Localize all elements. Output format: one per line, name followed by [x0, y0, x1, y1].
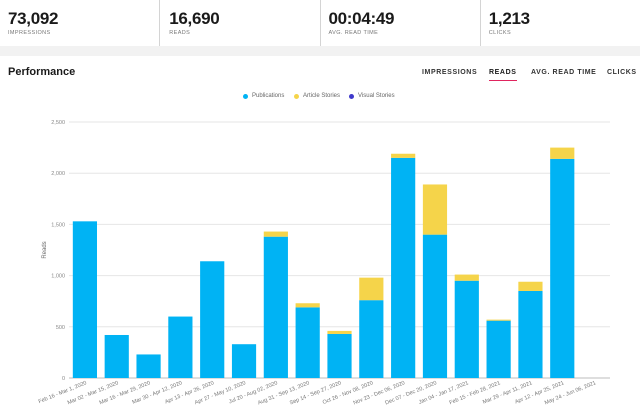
bar-publications [295, 307, 320, 378]
bar-publications [359, 300, 384, 378]
stat-impressions-value: 73,092 [8, 9, 59, 28]
bar-publications [518, 290, 543, 378]
y-tick-label: 1,000 [51, 274, 65, 280]
y-tick-label: 500 [56, 325, 65, 331]
bar-article-stories [295, 303, 320, 308]
bar-publications [391, 157, 416, 378]
tab-impressions[interactable]: IMPRESSIONS [422, 69, 478, 76]
bar-publications [168, 316, 193, 378]
legend-publications[interactable]: Publications [243, 93, 284, 99]
legend-visual-stories[interactable]: Visual Stories [349, 93, 395, 99]
legend-label-article-stories: Article Stories [303, 93, 341, 99]
stat-reads: 16,690 Reads [159, 0, 319, 46]
bar-publications [72, 221, 98, 378]
bar-article-stories [486, 319, 511, 321]
bar-publications [136, 354, 161, 378]
stat-impressions: 73,092 Impressions [0, 0, 159, 46]
bar-article-stories [454, 274, 479, 281]
bar-article-stories [422, 184, 448, 235]
bar-publications [327, 333, 352, 378]
bar-publications [422, 234, 448, 378]
bar-publications [454, 280, 479, 378]
stat-clicks-value: 1,213 [488, 9, 530, 28]
bar-article-stories [327, 330, 352, 334]
legend-dot-visual-stories [349, 93, 354, 99]
y-tick-label: 1,500 [51, 222, 65, 228]
bar-publications [200, 261, 225, 378]
active-tab-underline [489, 80, 517, 81]
tab-avg-read-time[interactable]: AVG. READ TIME [531, 69, 597, 76]
performance-panel: Performance IMPRESSIONS READS AVG. READ … [0, 56, 640, 419]
stat-avg-read-time-label: Avg. read time [328, 30, 379, 36]
stats-bar: 73,092 Impressions 16,690 Reads 00:04:49… [0, 0, 640, 46]
legend-article-stories[interactable]: Article Stories [294, 93, 340, 99]
y-tick-label: 2,500 [51, 120, 65, 126]
stat-clicks-label: Clicks [488, 30, 512, 36]
y-axis-label: Reads [42, 241, 48, 258]
tab-reads-label: READS [489, 69, 517, 76]
bar-publications [263, 236, 288, 378]
bar-publications [550, 158, 575, 378]
legend-label-publications: Publications [252, 93, 285, 99]
legend-dot-publications [243, 93, 248, 99]
stat-impressions-label: Impressions [8, 30, 51, 36]
stat-reads-value: 16,690 [169, 9, 220, 28]
bar-article-stories [518, 281, 543, 291]
legend-label-visual-stories: Visual Stories [358, 93, 395, 99]
stat-clicks: 1,213 Clicks [479, 0, 640, 46]
bar-article-stories [263, 231, 288, 237]
stat-avg-read-time-value: 00:04:49 [328, 9, 395, 28]
tab-reads[interactable]: READS [489, 69, 517, 81]
bar-article-stories [550, 147, 575, 159]
y-tick-label: 0 [62, 376, 65, 382]
y-tick-label: 2,000 [51, 171, 65, 177]
bar-publications [231, 344, 257, 378]
stat-reads-label: Reads [169, 30, 191, 36]
bar-article-stories [359, 277, 384, 301]
bar-article-stories [391, 153, 416, 158]
bar-publications [104, 334, 129, 378]
performance-title: Performance [8, 66, 76, 78]
bar-publications [486, 320, 511, 378]
tab-clicks[interactable]: CLICKS [607, 69, 637, 76]
legend-dot-article-stories [294, 93, 299, 99]
stat-avg-read-time: 00:04:49 Avg. read time [319, 0, 480, 46]
